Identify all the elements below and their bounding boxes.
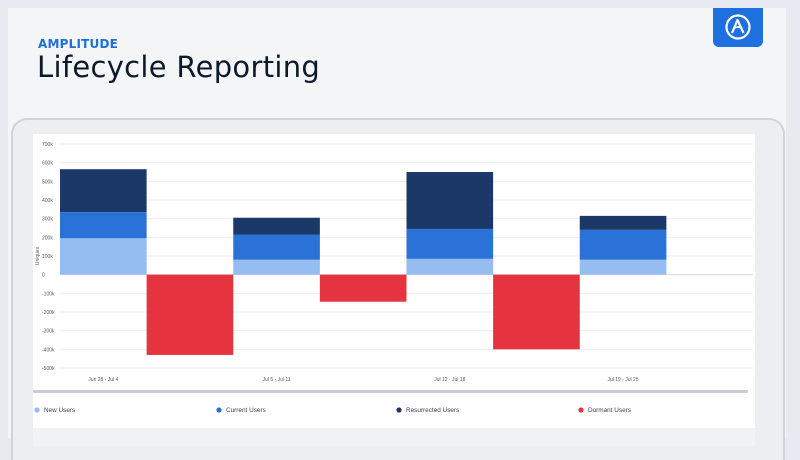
bar-segment-current-users[interactable]: [406, 228, 494, 259]
bar-segment-dormant-users[interactable]: [319, 274, 407, 302]
lifecycle-chart: 700k 600k 500k 400k 300k 200k 100k 0 -100k -200k -…: [33, 142, 753, 414]
slide: AMPLITUDE Lifecycle Reporting 700k 600k 50…: [8, 8, 786, 460]
y-tick-label: -200k: [42, 310, 55, 316]
y-tick-label: 0: [42, 273, 45, 279]
bar-segment-dormant-users[interactable]: [493, 274, 580, 350]
bar-segment-resurrected-users[interactable]: [579, 215, 667, 230]
bar-segment-current-users[interactable]: [60, 212, 147, 239]
x-tick-label: Jul 19 - Jul 25: [607, 377, 638, 383]
y-tick-label: 300k: [42, 217, 53, 223]
y-tick-label: 100k: [42, 254, 53, 260]
y-tick-label: 600k: [42, 161, 53, 167]
x-tick-label: Jun 28 - Jul 4: [88, 377, 118, 383]
amplitude-logo-icon: [713, 8, 763, 47]
y-tick-label: 400k: [42, 198, 53, 204]
y-tick-label: 200k: [42, 235, 53, 241]
bar-segment-resurrected-users[interactable]: [233, 217, 320, 235]
bar-segment-new-users[interactable]: [60, 238, 147, 275]
legend-dot: [578, 407, 584, 413]
y-tick-label: -400k: [42, 347, 55, 353]
legend-label[interactable]: Resurrected Users: [406, 407, 459, 414]
legend-label[interactable]: New Users: [44, 407, 75, 414]
x-tick-label: Jul 5 - Jul 11: [263, 377, 291, 383]
x-tick-label: Jul 12 - Jul 18: [434, 377, 465, 383]
chart-scrollbar[interactable]: [33, 390, 748, 393]
page-title: Lifecycle Reporting: [37, 50, 321, 84]
bar-segment-current-users[interactable]: [579, 229, 667, 260]
bar-segment-dormant-users[interactable]: [146, 274, 234, 355]
bar-segment-new-users[interactable]: [406, 258, 494, 275]
bar-segment-new-users[interactable]: [579, 259, 667, 275]
legend-dot: [396, 407, 402, 413]
bar-segment-resurrected-users[interactable]: [406, 172, 494, 229]
legend-dot: [34, 407, 40, 413]
y-axis-label: Uniques: [35, 246, 41, 265]
brand-label: AMPLITUDE: [38, 37, 119, 51]
y-tick-label: 500k: [42, 179, 53, 185]
legend-dot: [216, 407, 222, 413]
bar-segment-current-users[interactable]: [233, 234, 320, 260]
y-tick-label: -100k: [42, 291, 55, 297]
chart-footer: [33, 428, 755, 446]
chart-panel: 700k 600k 500k 400k 300k 200k 100k 0 -100k -200k -…: [33, 134, 755, 438]
bar-segment-new-users[interactable]: [233, 259, 320, 275]
y-tick-label: -500k: [42, 366, 55, 372]
legend-label[interactable]: Dormant Users: [588, 407, 631, 414]
y-tick-label: -300k: [42, 329, 55, 335]
legend-label[interactable]: Current Users: [226, 407, 266, 414]
bar-segment-resurrected-users[interactable]: [60, 169, 147, 213]
y-tick-label: 700k: [42, 142, 53, 148]
